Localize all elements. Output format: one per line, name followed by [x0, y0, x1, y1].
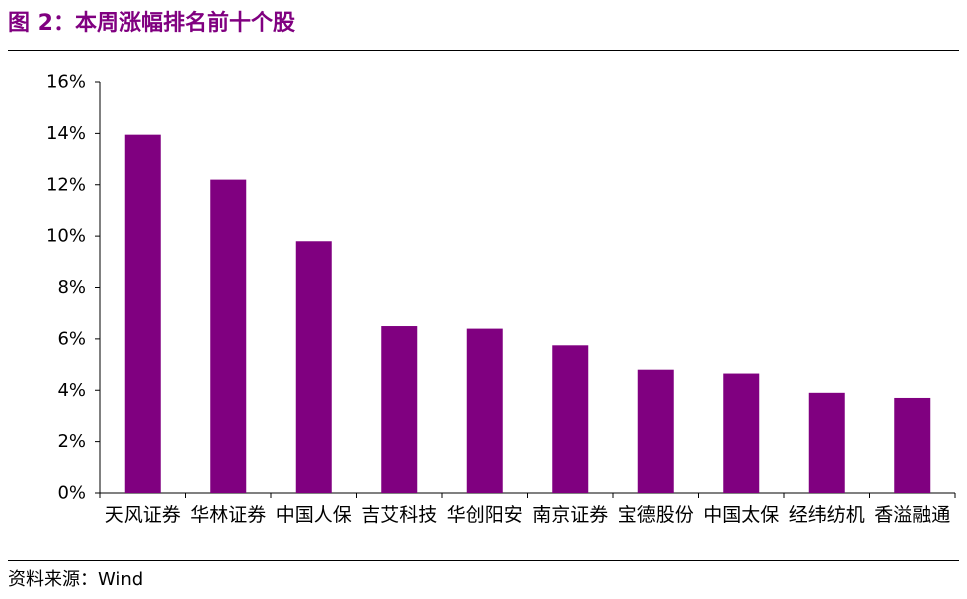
x-tick-label: 中国太保 [703, 504, 779, 526]
y-tick-label: 10% [46, 226, 86, 247]
source-label: 资料来源： [8, 569, 98, 590]
x-tick-label: 华创阳安 [447, 504, 523, 526]
y-tick-label: 16% [46, 72, 86, 93]
bar-chart: 0% 2% 4% 6% 8% 10% 12% 14% 16% 天风证券 华林证券 中国人保 吉艾科技 华创… [46, 72, 956, 526]
y-tick-label: 14% [46, 123, 86, 144]
bar [381, 326, 418, 493]
title-divider [8, 50, 959, 51]
bar [894, 397, 931, 493]
bar [466, 328, 503, 493]
figure-label: 图 2： [8, 11, 75, 36]
x-tick-label: 吉艾科技 [361, 504, 437, 526]
y-tick-label: 12% [46, 174, 86, 195]
x-tick-label: 香溢融通 [874, 504, 950, 526]
x-tick-label: 南京证券 [532, 504, 608, 526]
bar [552, 345, 589, 493]
x-tick-label: 宝德股份 [618, 504, 694, 526]
x-tick-label: 经纬纺机 [789, 504, 865, 526]
source-divider [8, 560, 959, 561]
x-tick-label: 天风证券 [105, 504, 181, 526]
figure-title-text: 本周涨幅排名前十个股 [74, 11, 295, 36]
y-tick-label: 2% [57, 431, 86, 452]
bar [637, 369, 674, 493]
bar [210, 179, 247, 494]
x-tick-label: 中国人保 [276, 504, 352, 526]
y-tick-label: 4% [57, 380, 86, 401]
x-tick-label: 华林证券 [190, 504, 266, 526]
bar [295, 241, 332, 493]
bar [124, 134, 161, 494]
source-value: Wind [98, 569, 144, 590]
source-note: 资料来源：Wind [8, 566, 143, 594]
figure-title: 图 2：本周涨幅排名前十个股 [8, 4, 295, 44]
y-tick-label: 0% [57, 483, 86, 504]
y-tick-label: 8% [57, 277, 86, 298]
bar [808, 392, 845, 493]
bar [723, 373, 760, 493]
y-tick-label: 6% [57, 328, 86, 349]
